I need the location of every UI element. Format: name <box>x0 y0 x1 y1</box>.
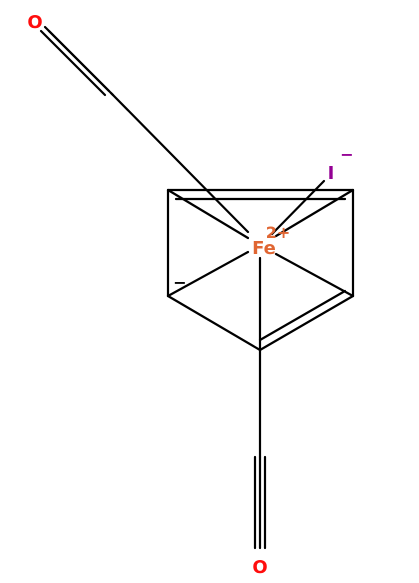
fe-ring-bonds <box>166 188 355 352</box>
carbonyl-top-triple-bond <box>39 25 115 97</box>
iron-charge-label: 2+ <box>266 223 291 242</box>
carbonyl-bottom-triple-bond <box>253 455 267 550</box>
fe-iodine-bond <box>270 179 326 236</box>
fe-carbonyl-top-bond <box>109 91 250 234</box>
iodine-charge-label: − <box>340 145 353 164</box>
ring-carbon-charge-label: − <box>173 273 186 292</box>
iodine-label: I <box>328 163 335 184</box>
ring-bonds <box>166 188 355 352</box>
oxygen-top-label: O <box>27 12 42 33</box>
oxygen-bottom-label: O <box>252 557 267 578</box>
iron-label: Fe <box>252 238 276 259</box>
